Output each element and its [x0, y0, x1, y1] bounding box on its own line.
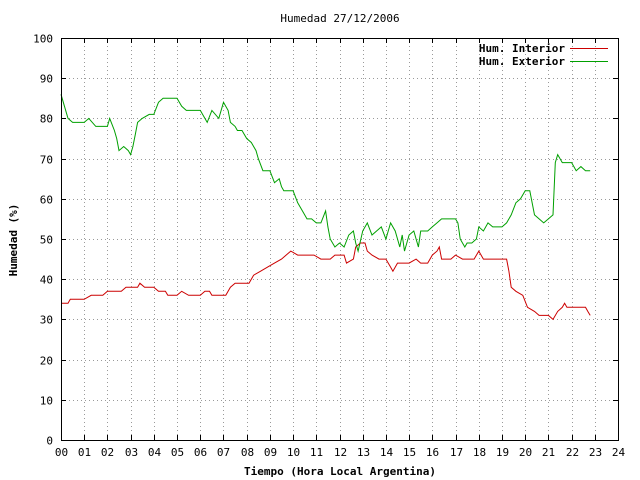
- x-tick-label: 17: [450, 446, 463, 459]
- x-tick-label: 10: [287, 446, 300, 459]
- x-tick-label: 16: [426, 446, 439, 459]
- x-tick-label: 03: [125, 446, 138, 459]
- x-tick-label: 18: [473, 446, 486, 459]
- y-tick-label: 100: [33, 33, 53, 46]
- x-tick-label: 23: [589, 446, 602, 459]
- x-axis-label: Tiempo (Hora Local Argentina): [244, 465, 436, 478]
- x-tick-label: 00: [55, 446, 68, 459]
- x-tick-label: 02: [101, 446, 114, 459]
- y-tick-label: 70: [40, 154, 53, 167]
- x-tick-label: 12: [334, 446, 347, 459]
- y-tick-label: 80: [40, 113, 53, 126]
- legend: Hum. Interior Hum. Exterior: [479, 42, 608, 68]
- x-tick-label: 09: [264, 446, 277, 459]
- y-tick-label: 0: [46, 435, 53, 448]
- plot-frame: [61, 38, 619, 441]
- axis-ticks: [61, 38, 619, 441]
- legend-label-interior: Hum. Interior: [479, 42, 565, 55]
- y-tick-label: 50: [40, 234, 53, 247]
- y-tick-label: 30: [40, 314, 53, 327]
- x-tick-label: 08: [241, 446, 254, 459]
- x-tick-label: 19: [496, 446, 509, 459]
- x-tick-label: 20: [519, 446, 532, 459]
- x-tick-label: 04: [148, 446, 162, 459]
- y-tick-label: 90: [40, 73, 53, 86]
- x-tick-label: 13: [357, 446, 370, 459]
- x-tick-label: 14: [380, 446, 394, 459]
- x-tick-label: 22: [566, 446, 579, 459]
- y-axis-label: Humedad (%): [7, 204, 20, 277]
- x-tick-label: 06: [194, 446, 207, 459]
- x-tick-label: 07: [217, 446, 230, 459]
- series-line-interior: [61, 242, 591, 321]
- x-tick-label: 15: [403, 446, 416, 459]
- legend-label-exterior: Hum. Exterior: [479, 55, 565, 68]
- x-tick-label: 21: [542, 446, 555, 459]
- y-tick-label: 40: [40, 274, 53, 287]
- series-line-exterior: [60, 94, 591, 254]
- x-tick-label: 01: [78, 446, 91, 459]
- series-lines: [60, 94, 591, 321]
- y-tick-label: 20: [40, 355, 53, 368]
- axis-tick-labels: 00 01 02 03 04 05 06 07 08 09 10 11 12 13 14 15 16 17 18 19…: [33, 33, 625, 460]
- chart-title: Humedad 27/12/2006: [280, 12, 399, 25]
- y-tick-label: 10: [40, 395, 53, 408]
- x-tick-label: 24: [612, 446, 626, 459]
- grid: [61, 38, 618, 440]
- x-tick-label: 05: [171, 446, 184, 459]
- x-tick-label: 11: [310, 446, 323, 459]
- y-tick-label: 60: [40, 194, 53, 207]
